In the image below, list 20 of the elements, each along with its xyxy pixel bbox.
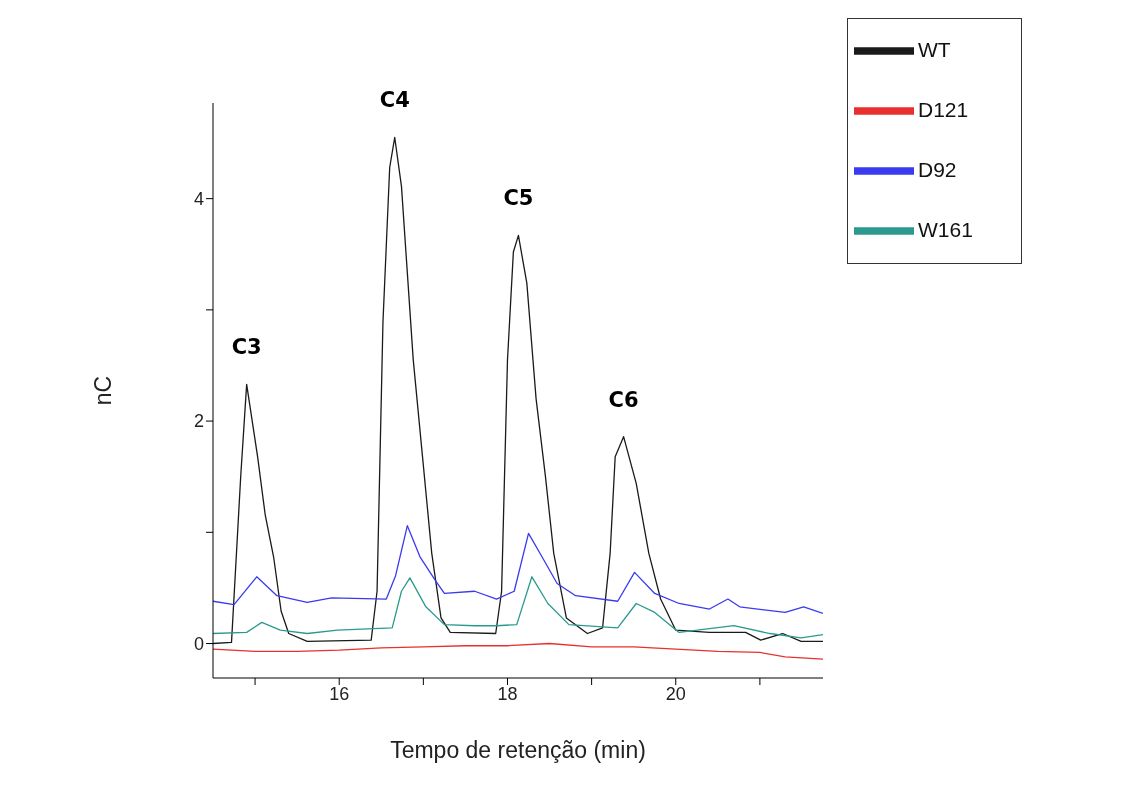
legend-label: D121 (918, 97, 969, 121)
line-series (213, 576, 823, 639)
annotation: C4 (379, 88, 410, 113)
x-tick-label: 20 (665, 683, 686, 704)
x-tick-label: 16 (329, 683, 350, 704)
annotation: C6 (608, 387, 639, 412)
annotation: C3 (231, 335, 262, 360)
annotation: C5 (503, 186, 534, 211)
y-axis-title: nC (90, 375, 117, 406)
x-tick-label: 18 (497, 683, 518, 704)
line-series (213, 136, 823, 645)
line-series (213, 642, 823, 660)
y-tick-label: 0 (193, 633, 204, 654)
y-tick-label: 4 (193, 189, 204, 210)
legend-label: WT (918, 37, 951, 61)
legend-label: W161 (918, 217, 973, 241)
x-axis-title: Tempo de retenção (min) (390, 737, 646, 763)
legend-label: D92 (918, 157, 957, 181)
y-tick-label: 2 (193, 411, 204, 432)
line-series (213, 524, 823, 615)
